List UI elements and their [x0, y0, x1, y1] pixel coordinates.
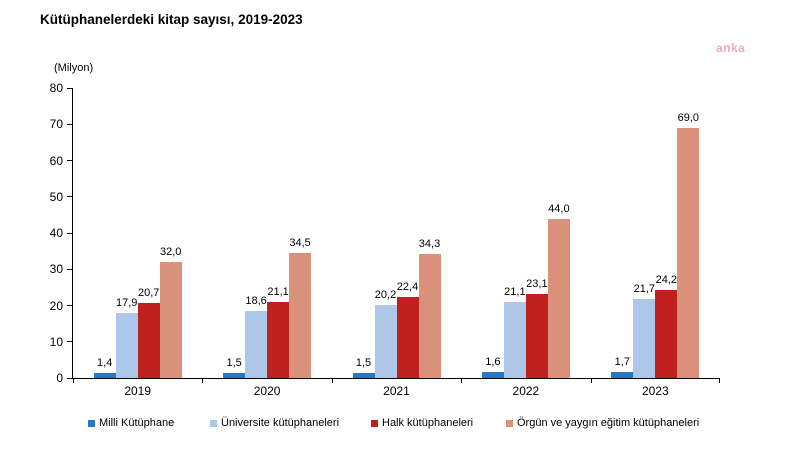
- x-axis-tick: [590, 378, 592, 383]
- legend-swatch: [210, 419, 217, 427]
- y-axis-tick-label: 20: [49, 298, 63, 313]
- x-axis-tick: [73, 378, 74, 383]
- chart-title: Kütüphanelerdeki kitap sayısı, 2019-2023: [40, 12, 303, 27]
- y-axis-tick: [67, 341, 73, 343]
- y-axis-tick-label: 10: [49, 334, 63, 349]
- bar-2020-s3: [289, 252, 312, 378]
- bar-value-label: 1,5: [355, 356, 372, 369]
- bar-2021-s1: [374, 304, 397, 378]
- bar-value-label: 69,0: [677, 111, 700, 124]
- legend-swatch: [88, 419, 95, 427]
- bar-2020-s0: [223, 372, 246, 378]
- x-axis-label: 2022: [512, 384, 540, 398]
- y-axis-tick: [67, 377, 73, 379]
- y-axis-tick: [67, 305, 73, 306]
- x-axis-tick: [202, 378, 204, 383]
- y-axis-tick-label: 70: [49, 117, 63, 132]
- bar-value-label: 1,6: [485, 356, 501, 369]
- y-axis-tick-label: 50: [49, 189, 63, 204]
- y-axis-tick-label: 60: [49, 153, 63, 168]
- legend-item: Örgün ve yaygın eğitim kütüphaneleri: [506, 415, 699, 431]
- y-axis-tick: [67, 87, 73, 89]
- x-axis-tick: [331, 378, 333, 383]
- bar-value-label: 20,2: [374, 288, 397, 301]
- y-axis-tick: [67, 160, 73, 161]
- bar-2020-s1: [245, 310, 268, 378]
- bar-value-label: 23,1: [526, 278, 548, 291]
- bar-2023-s1: [633, 299, 656, 378]
- bar-2023-s2: [655, 290, 678, 378]
- bar-value-label: 1,5: [226, 356, 242, 369]
- x-axis-tick: [461, 378, 463, 383]
- legend-item: Milli Kütüphane: [88, 415, 174, 431]
- bar-value-label: 24,2: [655, 274, 678, 287]
- bar-2019-s1: [115, 313, 138, 378]
- x-axis-tick: [719, 378, 720, 383]
- bar-2022-s3: [547, 218, 570, 378]
- y-axis-tick-label: 40: [49, 226, 63, 240]
- legend-label: Örgün ve yaygın eğitim kütüphaneleri: [517, 417, 700, 429]
- bar-value-label: 21,7: [633, 283, 656, 296]
- legend: Milli Kütüphane Üniversite kütüphaneleri H…: [0, 415, 794, 435]
- bar-2020-s2: [267, 301, 290, 378]
- y-axis-tick: [67, 196, 73, 198]
- bar-2023-s3: [677, 127, 700, 378]
- bar-value-label: 32,0: [159, 246, 182, 258]
- bar-2023-s0: [611, 371, 634, 378]
- bar-value-label: 17,9: [115, 297, 138, 310]
- anka-watermark: anka: [716, 41, 746, 55]
- y-axis-tick: [67, 268, 73, 270]
- y-axis-unit-label: (Milyon): [54, 62, 94, 74]
- x-axis-label: 2019: [124, 384, 152, 398]
- legend-label: Üniversite kütüphaneleri: [221, 417, 340, 429]
- bar-2021-s0: [352, 372, 375, 378]
- bar-2019-s2: [137, 302, 160, 378]
- bar-value-label: 21,1: [504, 285, 526, 298]
- legend-item: Halk kütüphaneleri: [371, 415, 473, 431]
- x-axis-label: 2020: [253, 384, 281, 398]
- bar-value-label: 34,3: [418, 237, 441, 250]
- x-axis-label: 2021: [383, 384, 410, 398]
- legend-swatch: [506, 419, 513, 427]
- bar-value-label: 34,5: [289, 236, 311, 249]
- y-axis-tick: [67, 123, 73, 125]
- bar-2022-s1: [503, 301, 526, 378]
- y-axis-tick: [67, 232, 73, 234]
- x-axis-label: 2023: [641, 384, 669, 398]
- bar-value-label: 18,6: [245, 294, 267, 307]
- bar-2019-s3: [159, 262, 182, 378]
- bar-2019-s0: [93, 372, 116, 378]
- bar-value-label: 44,0: [548, 202, 570, 215]
- bar-2022-s2: [525, 294, 548, 378]
- bar-value-label: 21,1: [267, 285, 289, 298]
- legend-item: Üniversite kütüphaneleri: [210, 415, 339, 431]
- bar-value-label: 22,4: [396, 280, 419, 293]
- legend-swatch: [371, 419, 378, 427]
- y-axis-tick-label: 0: [56, 371, 63, 385]
- bar-2021-s3: [418, 253, 441, 378]
- legend-label: Milli Kütüphane: [99, 417, 175, 429]
- bar-value-label: 1,7: [614, 355, 630, 368]
- plot-area: 0 10 20 30 40 50 60 70 80 1,4 17,9 20,7 32,0 2019 1,5 1…: [50, 81, 720, 398]
- bar-2021-s2: [396, 296, 419, 378]
- legend-label: Halk kütüphaneleri: [382, 417, 474, 429]
- y-axis-tick-label: 30: [49, 262, 63, 277]
- bar-value-label: 1,4: [97, 356, 113, 369]
- y-axis-tick-label: 80: [49, 81, 63, 95]
- bar-value-label: 20,7: [137, 286, 160, 299]
- bar-2022-s0: [481, 372, 504, 378]
